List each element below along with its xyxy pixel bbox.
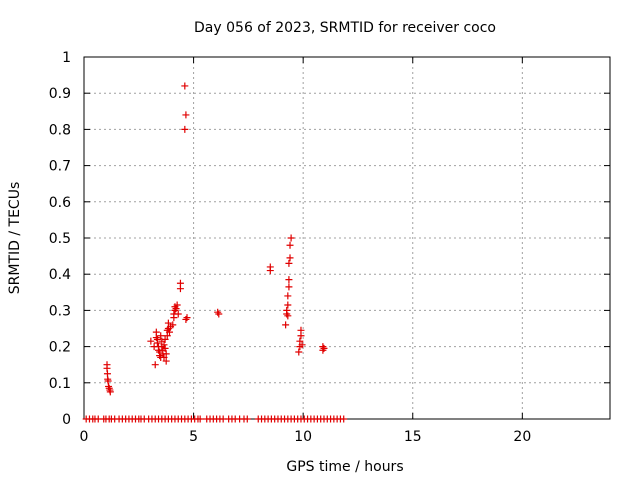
data-point: [105, 382, 113, 390]
data-point: [105, 384, 113, 392]
y-axis-label: SRMTID / TECUs: [7, 182, 23, 295]
y-tick-label: 0.8: [49, 122, 71, 138]
data-point: [176, 285, 184, 293]
y-tick-label: 0.1: [49, 376, 71, 392]
data-point: [181, 125, 189, 133]
axis-ticks: 00.10.20.30.40.50.60.70.80.910 5 10 15 20: [49, 50, 610, 445]
data-point: [295, 348, 303, 356]
data-point: [162, 357, 170, 365]
data-point: [215, 310, 223, 318]
data-point: [285, 259, 293, 267]
data-point: [298, 341, 306, 349]
data-point: [182, 315, 190, 323]
data-point: [320, 344, 328, 352]
data-point: [161, 335, 169, 343]
data-point: [196, 415, 204, 423]
data-point: [286, 241, 294, 249]
data-point: [161, 344, 169, 352]
data-point: [297, 326, 305, 334]
data-point: [163, 332, 171, 340]
y-tick-label: 0.5: [49, 231, 71, 247]
data-point: [147, 337, 155, 345]
x-axis-label: GPS time / hours: [286, 459, 403, 475]
y-tick-label: 0.2: [49, 340, 71, 356]
data-point: [174, 310, 182, 318]
data-point: [340, 415, 348, 423]
x-tick-label: 0: [80, 429, 89, 445]
y-tick-label: 0.7: [49, 159, 71, 175]
data-point: [266, 267, 274, 275]
data-point: [162, 350, 170, 358]
data-point: [182, 111, 190, 119]
data-point: [165, 328, 173, 336]
data-point: [153, 339, 161, 347]
data-point: [285, 276, 293, 284]
data-point: [284, 301, 292, 309]
y-tick-label: 0.6: [49, 195, 71, 211]
data-point: [160, 341, 168, 349]
data-point: [152, 334, 160, 342]
data-point: [157, 332, 165, 340]
data-point: [156, 352, 164, 360]
y-tick-label: 0.4: [49, 267, 71, 283]
y-tick-label: 0.3: [49, 303, 71, 319]
data-point: [173, 301, 181, 309]
data-point: [214, 308, 222, 316]
y-tick-label: 0.9: [49, 86, 71, 102]
data-point: [172, 305, 180, 313]
x-tick-label: 10: [294, 429, 312, 445]
data-point: [284, 312, 292, 320]
data-point: [319, 346, 327, 354]
data-point: [106, 388, 114, 396]
x-tick-label: 15: [404, 429, 422, 445]
data-point: [151, 361, 159, 369]
data-point: [283, 306, 291, 314]
data-point: [286, 254, 294, 262]
chart-title: Day 056 of 2023, SRMTID for receiver coc…: [194, 20, 496, 36]
data-point: [296, 337, 304, 345]
data-point: [284, 292, 292, 300]
x-tick-label: 5: [189, 429, 198, 445]
data-markers: [82, 82, 348, 423]
y-tick-label: 1: [62, 50, 71, 66]
data-point: [282, 321, 290, 329]
data-point: [169, 321, 177, 329]
data-point: [183, 314, 191, 322]
x-tick-label: 20: [513, 429, 531, 445]
data-point: [243, 415, 251, 423]
plot-frame: [83, 56, 611, 420]
grid-lines: [84, 57, 610, 419]
data-point: [181, 82, 189, 90]
data-point: [285, 283, 293, 291]
data-point: [287, 234, 295, 242]
data-point: [164, 319, 172, 327]
data-point: [160, 353, 168, 361]
y-tick-label: 0: [62, 412, 71, 428]
